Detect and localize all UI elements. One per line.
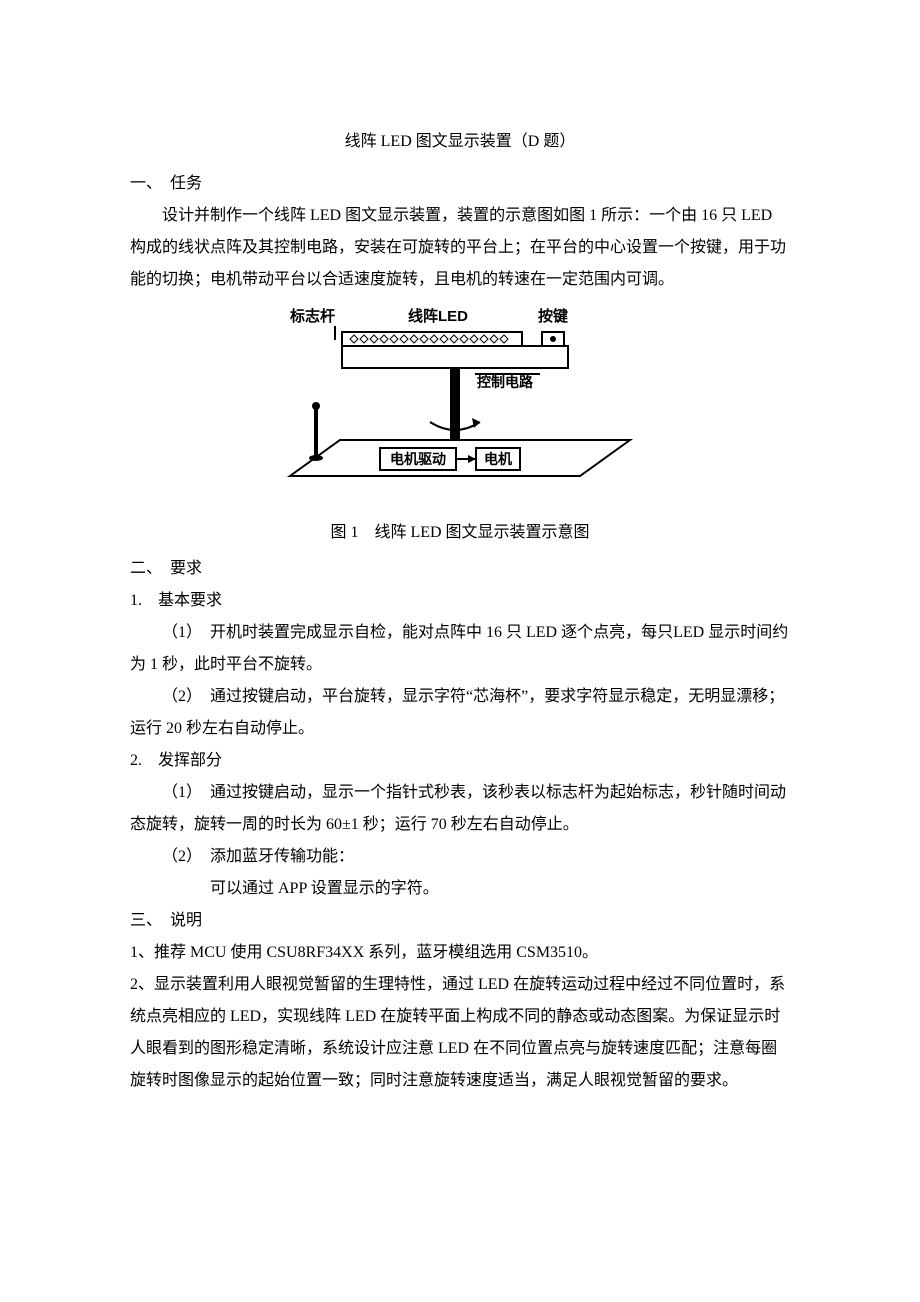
- section-2-sub2: 2. 发挥部分: [130, 745, 790, 777]
- box-control-label: 控制电路: [477, 374, 534, 390]
- section-1-body: 设计并制作一个线阵 LED 图文显示装置，装置的示意图如图 1 所示：一个由 1…: [130, 200, 790, 296]
- section-1-head: 一、 任务: [130, 168, 790, 200]
- section-2-item3: （1） 通过按键启动，显示一个指针式秒表，该秒表以标志杆为起始标志，秒针随时间动…: [130, 777, 790, 841]
- label-marker: 标志杆: [290, 302, 335, 332]
- section-3-line2: 2、显示装置利用人眼视觉暂留的生理特性，通过 LED 在旋转运动过程中经过不同位…: [130, 969, 790, 1097]
- figure-top-labels: 标志杆 线阵LED 按键: [280, 302, 640, 326]
- label-led-array: 线阵LED: [408, 302, 468, 332]
- document-page: 线阵 LED 图文显示装置（D 题） 一、 任务 设计并制作一个线阵 LED 图…: [0, 0, 920, 1302]
- section-2-item4b: 可以通过 APP 设置显示的字符。: [130, 873, 790, 905]
- box-motor-label: 电机: [484, 451, 512, 467]
- page-title: 线阵 LED 图文显示装置（D 题）: [130, 126, 790, 158]
- section-2-item4: （2） 添加蓝牙传输功能：: [130, 841, 790, 873]
- section-3-line1: 1、推荐 MCU 使用 CSU8RF34XX 系列，蓝牙模组选用 CSM3510…: [130, 937, 790, 969]
- figure-caption: 图 1 线阵 LED 图文显示装置示意图: [130, 517, 790, 549]
- label-button: 按键: [538, 302, 568, 332]
- section-2-item2: （2） 通过按键启动，平台旋转，显示字符“芯海杯”，要求字符显示稳定，无明显漂移…: [130, 681, 790, 745]
- section-2-sub1: 1. 基本要求: [130, 585, 790, 617]
- section-2-item1: （1） 开机时装置完成显示自检，能对点阵中 16 只 LED 逐个点亮，每只LE…: [130, 617, 790, 681]
- box-driver-label: 电机驱动: [390, 451, 446, 467]
- section-3-head: 三、 说明: [130, 905, 790, 937]
- section-2-head: 二、 要求: [130, 553, 790, 585]
- figure-svg: 控制电路 电机驱动 电机: [280, 326, 640, 511]
- figure-1: 标志杆 线阵LED 按键: [130, 302, 790, 549]
